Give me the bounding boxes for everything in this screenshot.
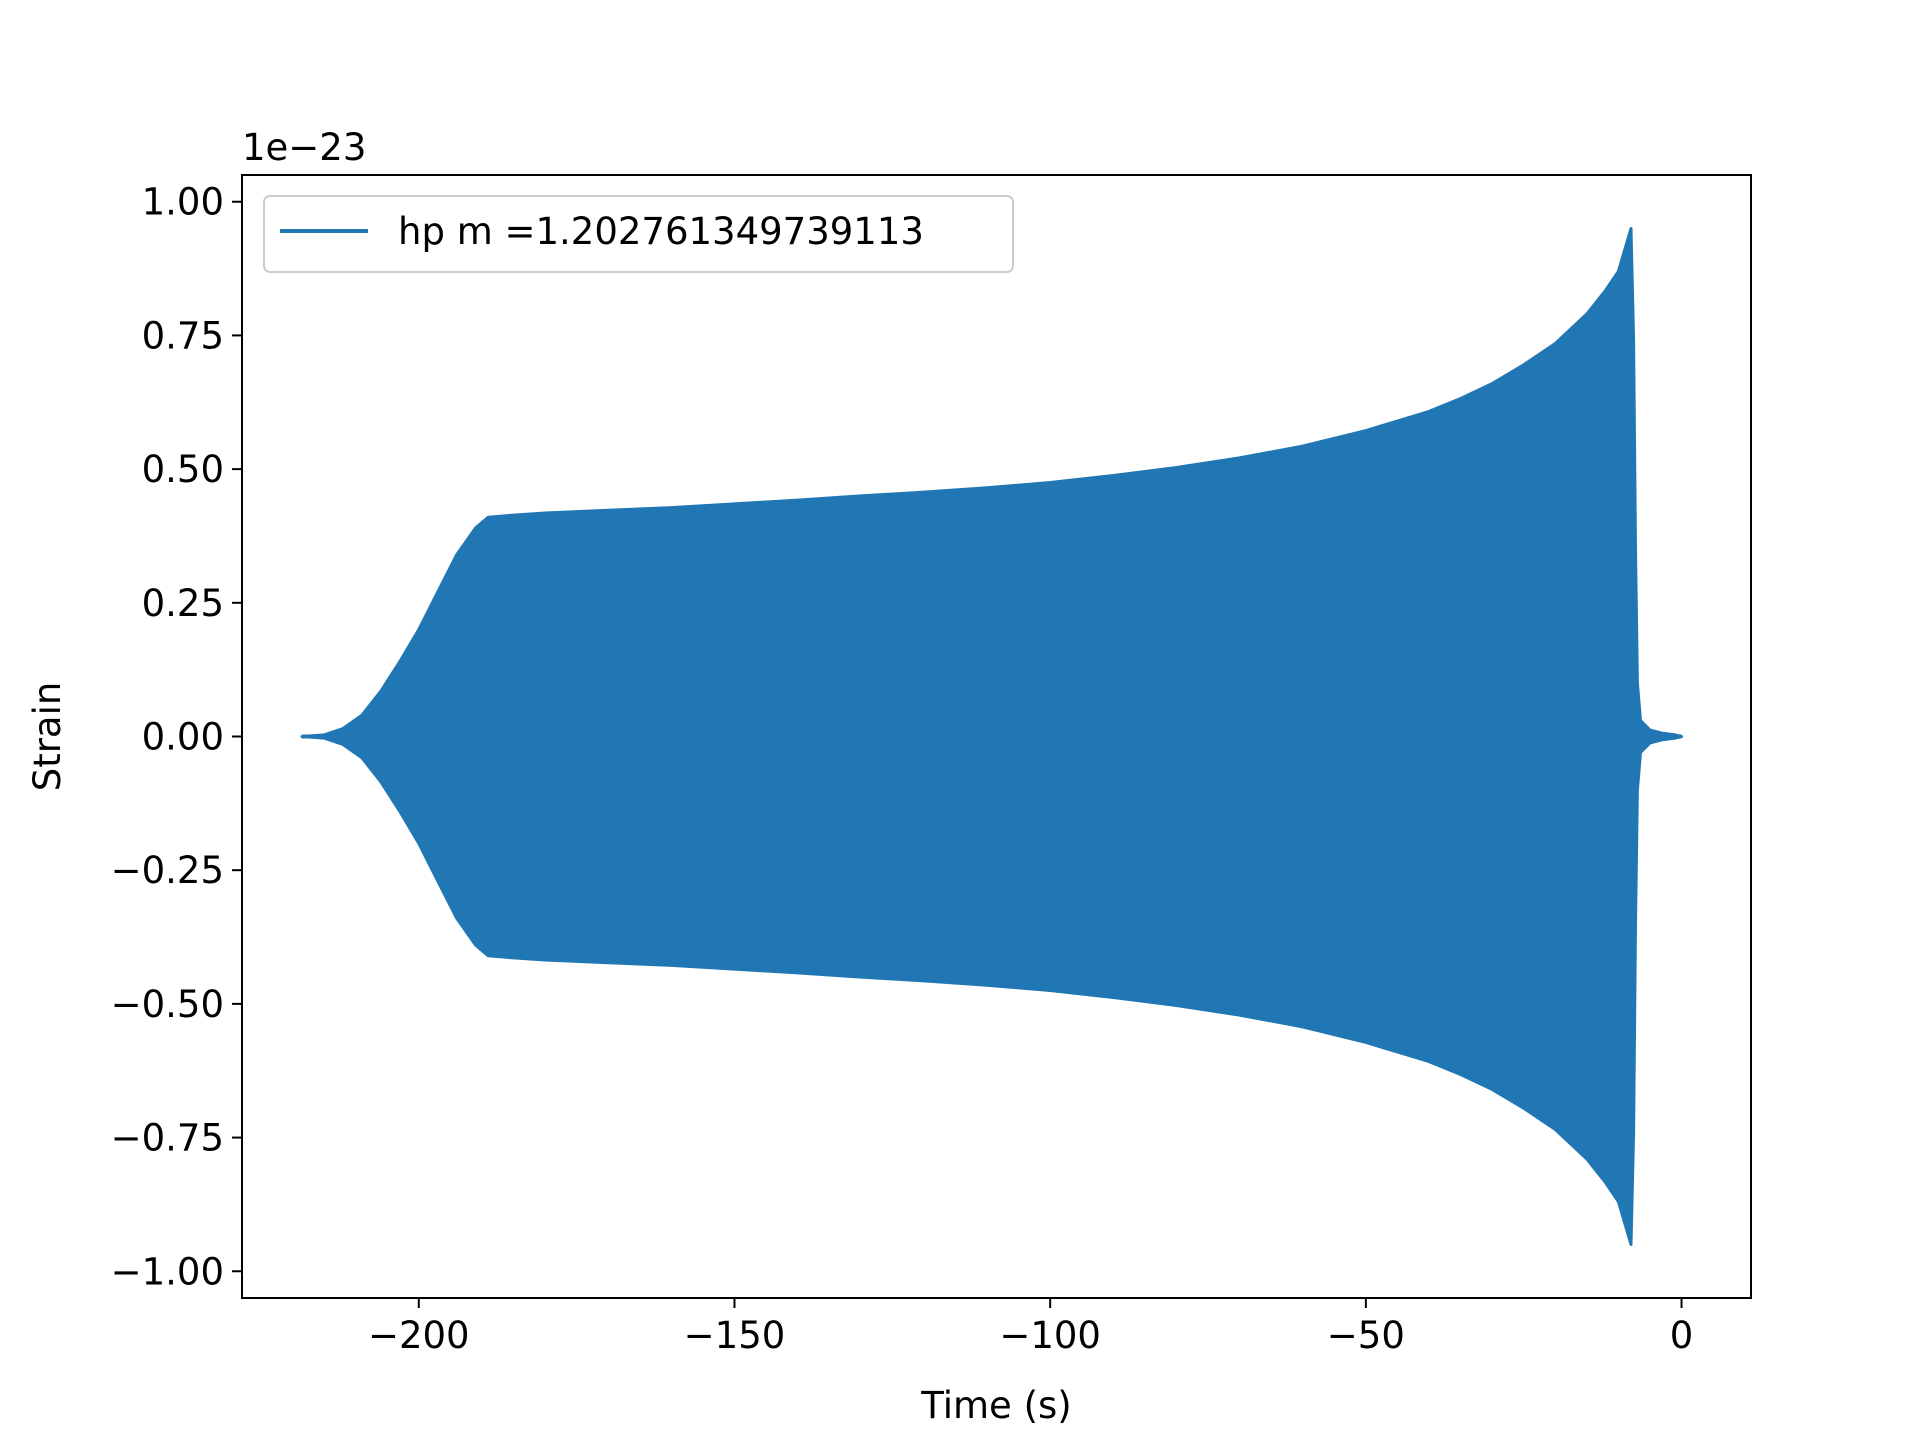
axes: −200 −150 −100 −50 0 1.00 0.75 0.50 0.25 0.00 −0.2… xyxy=(111,174,1752,1357)
y-axis-label: Strain xyxy=(26,682,69,792)
y-tick-label: −0.25 xyxy=(111,849,224,892)
x-tick-label: −150 xyxy=(684,1314,786,1357)
y-tick-label: −1.00 xyxy=(111,1250,224,1293)
y-tick-label: −0.50 xyxy=(111,983,224,1026)
x-tick-label: 0 xyxy=(1670,1314,1694,1357)
x-tick-label: −200 xyxy=(368,1314,470,1357)
y-tick-label: 0.50 xyxy=(142,448,224,491)
y-tick-label: 0.00 xyxy=(142,716,224,759)
x-tick-label: −100 xyxy=(999,1314,1101,1357)
y-scale-exponent-label: 1e−23 xyxy=(242,126,366,169)
y-tick-label: 1.00 xyxy=(142,181,224,224)
y-tick-label: −0.75 xyxy=(111,1117,224,1160)
legend-box xyxy=(263,195,1014,273)
legend: hp m =1.202761349739113 xyxy=(263,195,1014,273)
x-tick-label: −50 xyxy=(1327,1314,1405,1357)
y-tick-label: 0.75 xyxy=(142,314,224,357)
plot-area xyxy=(300,227,1683,1246)
y-tick-label: 0.25 xyxy=(142,582,224,625)
x-axis-label: Time (s) xyxy=(920,1384,1071,1427)
legend-label: hp m =1.202761349739113 xyxy=(398,210,924,253)
